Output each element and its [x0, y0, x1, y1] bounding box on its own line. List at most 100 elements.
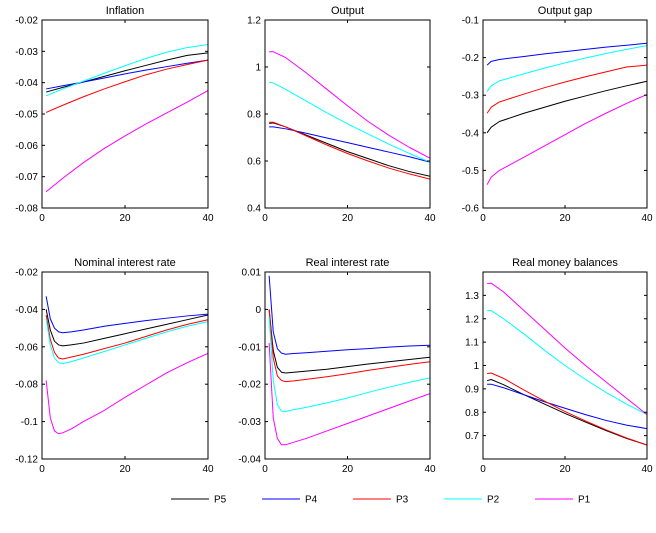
x-tick-label: 20 — [119, 213, 131, 224]
y-tick-label: -0.06 — [15, 342, 38, 353]
y-tick-label: -0.01 — [238, 342, 261, 353]
x-tick-label: 40 — [202, 464, 214, 475]
series-line-p4 — [486, 42, 647, 66]
y-tick-label: -0.02 — [15, 16, 38, 27]
legend: P5 P4 P3 P2 P1 — [171, 495, 591, 506]
y-tick-label: 0.6 — [247, 157, 261, 168]
series-line-p5 — [45, 309, 208, 347]
x-tick-label: 40 — [424, 213, 436, 224]
legend-item-p4: P4 — [262, 495, 318, 506]
series-line-p2 — [268, 316, 430, 412]
y-tick-label: 0.8 — [465, 408, 479, 419]
axes-box — [482, 19, 648, 209]
series-line-p3 — [487, 372, 647, 446]
y-tick-label: -0.3 — [462, 91, 480, 102]
series-lines — [45, 296, 208, 435]
series-line-p5 — [46, 52, 208, 93]
x-tick-label: 20 — [559, 213, 571, 224]
panels: Inflation 0 20 40 -0.08 -0.07 -0.06 -0.05 -0.04 -… — [15, 5, 653, 475]
x-tick-label: 20 — [559, 464, 571, 475]
subplot-3: Output gap 0 20 40 -0.6 -0.5 -0.4 -0.3 -0.2 -0.1 — [462, 5, 653, 224]
subplot-title: Output — [331, 5, 364, 17]
series-line-p1 — [269, 51, 430, 159]
y-tick-label: -0.07 — [15, 172, 38, 183]
x-tick-label: 40 — [202, 213, 214, 224]
x-tick-label: 0 — [39, 213, 45, 224]
series-line-p3 — [268, 309, 430, 383]
x-tick-label: 0 — [480, 213, 486, 224]
y-tick-label: -0.12 — [15, 455, 38, 466]
subplot-5: Real interest rate 0 20 40 -0.04 -0.03 -0.02 -0… — [238, 257, 436, 475]
legend-label: P5 — [214, 495, 227, 506]
series-line-p3 — [45, 59, 208, 113]
series-line-p2 — [45, 43, 208, 97]
y-tick-label: -0.4 — [462, 128, 480, 139]
x-tick-label: 40 — [641, 213, 653, 224]
series-lines — [269, 51, 430, 180]
y-tick-label: 0.4 — [247, 204, 261, 215]
series-line-p3 — [45, 314, 208, 360]
subplot-1: Inflation 0 20 40 -0.08 -0.07 -0.06 -0.05 -0.04 -… — [15, 5, 214, 224]
y-tick-label: 0.01 — [242, 268, 262, 279]
x-tick-label: 20 — [342, 464, 354, 475]
y-tick-label: 1.2 — [465, 314, 479, 325]
y-tick-label: -0.06 — [15, 141, 38, 152]
y-tick-label: 0 — [255, 305, 261, 316]
axes-box — [264, 271, 431, 460]
x-tick-label: 40 — [641, 464, 653, 475]
subplot-title: Nominal interest rate — [74, 257, 176, 269]
series-line-p1 — [45, 352, 208, 435]
series-line-p2 — [269, 81, 430, 163]
y-tick-label: -0.03 — [238, 417, 261, 428]
y-tick-label: 1 — [473, 361, 479, 372]
y-tick-label: -0.1 — [462, 16, 480, 27]
series-line-p5 — [268, 309, 430, 374]
y-tick-label: 1.1 — [465, 338, 479, 349]
series-line-p4 — [45, 296, 208, 334]
series-lines — [45, 43, 208, 193]
series-line-p2 — [45, 318, 208, 365]
legend-item-p5: P5 — [171, 495, 227, 506]
x-tick-label: 20 — [119, 464, 131, 475]
series-line-p4 — [487, 383, 647, 430]
legend-label: P3 — [396, 495, 409, 506]
y-tick-label: -0.04 — [238, 455, 261, 466]
legend-label: P1 — [578, 495, 591, 506]
y-tick-label: 0.7 — [465, 431, 479, 442]
y-tick-label: 0.8 — [247, 110, 261, 121]
series-line-p5 — [486, 80, 647, 134]
y-tick-label: -0.02 — [15, 268, 38, 279]
series-line-p2 — [486, 45, 647, 92]
series-lines — [268, 275, 430, 446]
y-tick-label: 0.9 — [465, 384, 479, 395]
axes-box — [264, 19, 431, 209]
y-tick-label: -0.08 — [15, 204, 38, 215]
x-tick-label: 20 — [342, 213, 354, 224]
series-line-p1 — [45, 90, 208, 193]
y-tick-label: -0.05 — [15, 110, 38, 121]
legend-item-p1: P1 — [535, 495, 591, 506]
series-line-p1 — [486, 93, 647, 185]
subplot-title: Real interest rate — [306, 257, 390, 269]
legend-item-p2: P2 — [444, 495, 500, 506]
series-line-p3 — [486, 64, 647, 114]
legend-label: P2 — [487, 495, 500, 506]
subplot-title: Inflation — [106, 5, 145, 17]
y-tick-label: -0.2 — [462, 53, 480, 64]
x-tick-label: 0 — [39, 464, 45, 475]
series-line-p1 — [268, 343, 430, 446]
y-tick-label: -0.08 — [15, 380, 38, 391]
x-tick-label: 0 — [480, 464, 486, 475]
series-line-p3 — [269, 121, 430, 180]
series-line-p2 — [487, 310, 647, 416]
series-line-p4 — [46, 59, 208, 90]
subplot-6: Real money balances 0 20 40 0.7 0.8 0.9 1 1.1 1.2… — [465, 257, 653, 475]
series-lines — [486, 282, 647, 446]
series-line-p5 — [486, 379, 647, 446]
y-tick-label: -0.03 — [15, 47, 38, 58]
y-tick-label: -0.04 — [15, 78, 38, 89]
y-tick-label: -0.6 — [462, 204, 480, 215]
y-tick-label: -0.1 — [21, 417, 39, 428]
legend-label: P4 — [305, 495, 318, 506]
